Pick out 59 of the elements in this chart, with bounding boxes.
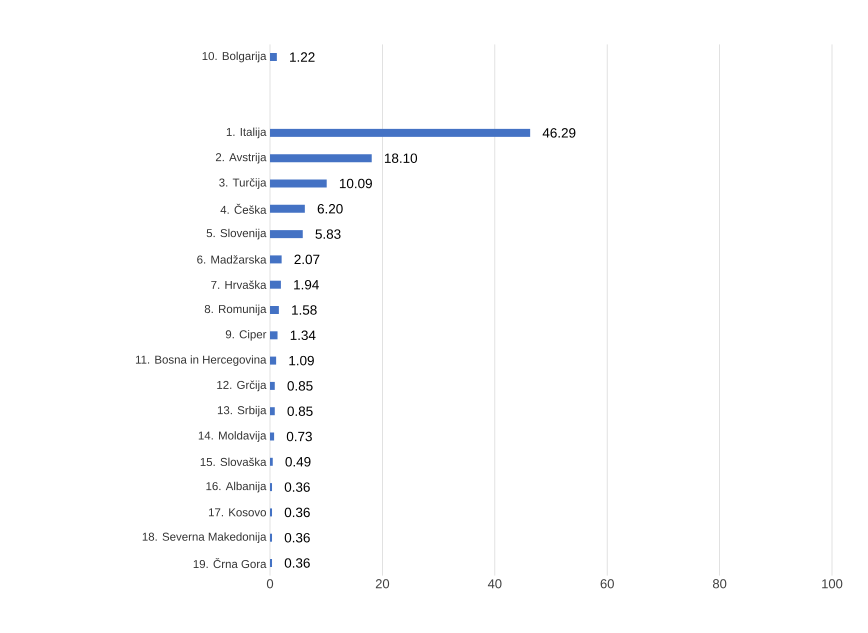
x-tick-label: 60 <box>600 579 614 588</box>
x-tick-label: 20 <box>376 579 390 588</box>
bar <box>270 407 275 416</box>
y-tick-label: 10. Bolgarija <box>202 52 266 62</box>
bar <box>270 53 277 62</box>
data-label: 18.10 <box>384 153 418 163</box>
bar <box>270 255 282 264</box>
x-tick-label: 0 <box>266 579 274 588</box>
data-label: 0.73 <box>286 432 312 442</box>
x-tick-label: 40 <box>488 579 502 588</box>
data-label: 2.07 <box>294 254 320 264</box>
bar <box>270 180 327 188</box>
y-tick-label: 5. Slovenija <box>206 228 266 240</box>
bar <box>270 432 274 441</box>
y-tick-label: 18. Severna Makedonija <box>142 532 266 544</box>
y-tick-label: 12. Grčija <box>217 380 266 392</box>
bar <box>270 356 276 365</box>
data-label: 0.36 <box>284 508 310 518</box>
y-tick-label: 19. Črna Gora <box>194 558 266 568</box>
data-label: 0.85 <box>288 381 313 391</box>
data-label: 1.22 <box>290 52 315 62</box>
y-tick-label: 13. Srbija <box>218 406 266 417</box>
y-tick-label: 3. Turčija <box>219 178 266 189</box>
data-label: 0.49 <box>285 457 310 467</box>
data-label: 1.94 <box>294 280 319 290</box>
bar <box>270 331 278 340</box>
bar <box>270 382 275 390</box>
bar <box>270 154 372 162</box>
data-label: 46.29 <box>542 128 576 138</box>
y-tick-label: 6. Madžarska <box>197 255 266 264</box>
y-tick-label: 16. Albanija <box>206 482 266 492</box>
y-tick-label: 4. Češka <box>220 204 266 214</box>
bar <box>270 204 305 213</box>
data-label: 1.34 <box>290 330 316 340</box>
bar <box>270 306 279 314</box>
y-tick-label: 9. Ciper <box>226 330 266 341</box>
data-label: 1.58 <box>292 305 317 315</box>
bar <box>270 230 303 238</box>
y-tick-label: 7. Hrvaška <box>211 280 266 289</box>
data-label: 0.36 <box>284 482 310 492</box>
data-label: 6.20 <box>318 204 343 214</box>
data-label: 5.83 <box>315 229 341 239</box>
y-tick-label: 8. Romunija <box>204 304 266 316</box>
data-label: 0.85 <box>288 406 313 416</box>
y-tick-label: 11. Bosna in Hercegovina <box>136 355 266 366</box>
bar <box>270 280 281 289</box>
y-tick-label: 15. Slovaška <box>200 458 266 466</box>
data-label: 10.09 <box>340 178 372 188</box>
y-tick-label: 14. Moldavija <box>198 431 266 442</box>
data-label: 0.36 <box>284 558 310 568</box>
x-tick-label: 80 <box>712 579 726 588</box>
data-label: 0.36 <box>284 532 310 542</box>
y-tick-label: 2. Avstrija <box>216 152 266 164</box>
x-tick-label: 100 <box>822 579 842 588</box>
y-tick-label: 17. Kosovo <box>208 508 266 516</box>
y-tick-label: 1. Italija <box>226 128 266 138</box>
bar <box>270 458 273 466</box>
data-label: 1.09 <box>289 356 314 366</box>
bar <box>270 128 530 137</box>
